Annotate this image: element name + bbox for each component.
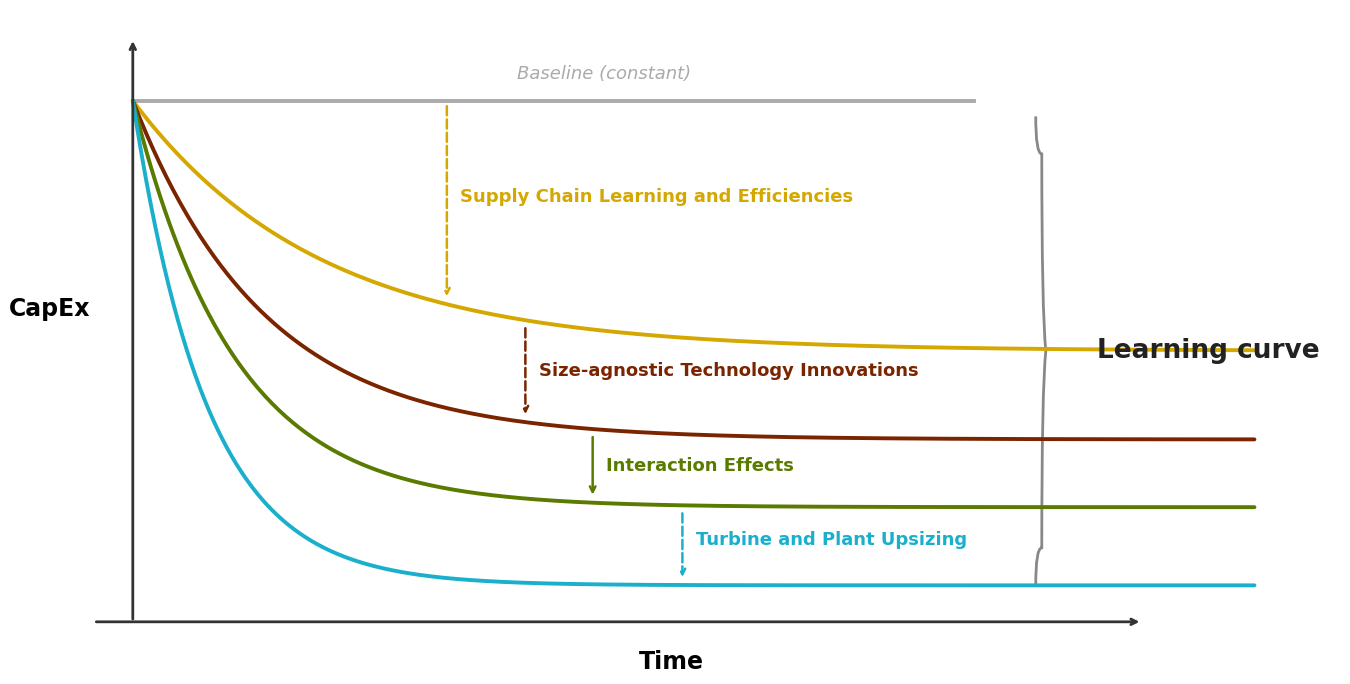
Text: Supply Chain Learning and Efficiencies: Supply Chain Learning and Efficiencies [460,188,853,207]
Text: Interaction Effects: Interaction Effects [606,457,794,475]
Text: Baseline (constant): Baseline (constant) [517,64,691,83]
Text: Learning curve: Learning curve [1098,338,1320,364]
Text: Turbine and Plant Upsizing: Turbine and Plant Upsizing [695,531,967,549]
Text: Time: Time [639,650,703,674]
Text: CapEx: CapEx [8,297,90,321]
Text: Size-agnostic Technology Innovations: Size-agnostic Technology Innovations [539,363,918,380]
